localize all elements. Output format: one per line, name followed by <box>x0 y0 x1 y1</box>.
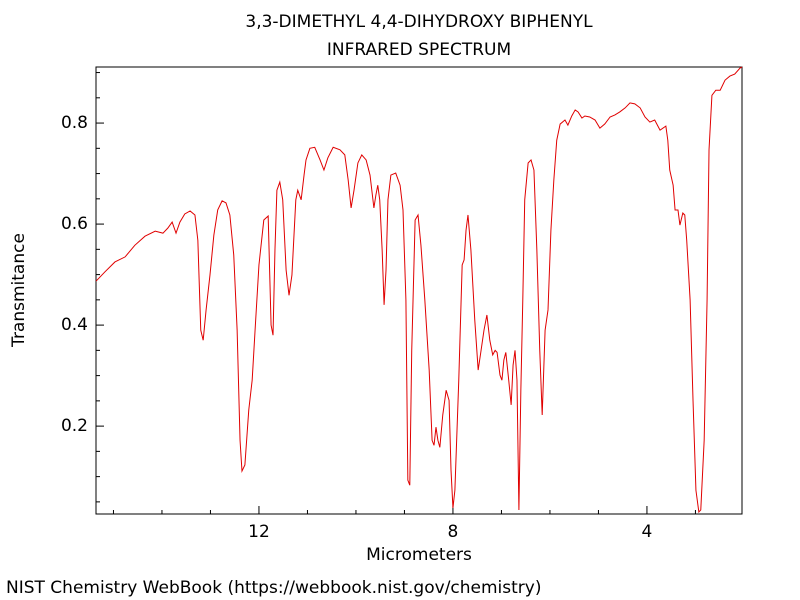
x-tick-label: 8 <box>448 522 459 542</box>
footer: NIST Chemistry WebBook (https://webbook.… <box>6 578 541 598</box>
x-tick-label: 4 <box>642 522 653 542</box>
y-axis-label: Transmitance <box>9 233 29 348</box>
chart-title: 3,3-DIMETHYL 4,4-DIHYDROXY BIPHENYL <box>245 12 593 32</box>
chart-subtitle: INFRARED SPECTRUM <box>327 40 511 60</box>
spectrum-line <box>95 66 743 514</box>
y-tick-label: 0.2 <box>61 416 88 436</box>
y-tick-label: 0.4 <box>61 315 88 335</box>
x-tick-label: 12 <box>248 522 270 542</box>
y-tick-label: 0.8 <box>61 113 88 133</box>
y-tick-label: 0.6 <box>61 214 88 234</box>
plot-frame <box>95 66 743 515</box>
x-axis-label: Micrometers <box>366 545 472 565</box>
